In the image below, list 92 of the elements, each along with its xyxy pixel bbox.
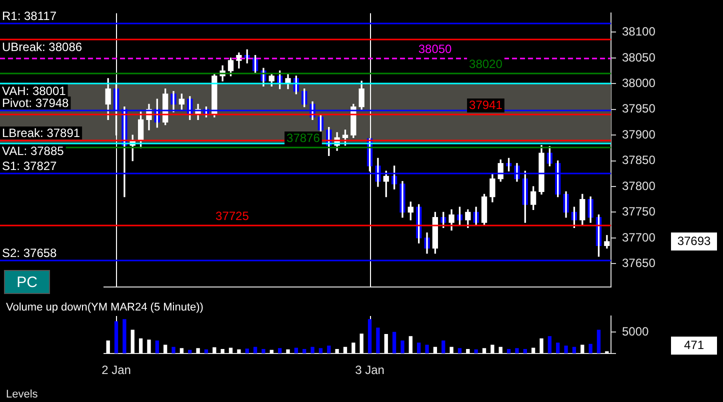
bar [220,349,224,354]
bar [122,319,126,354]
bar [490,344,494,354]
bar [556,342,560,354]
ref-line-label: S1: 37827 [2,158,58,173]
text: Levels [6,388,38,401]
chart-title: Volume up down(YM MAR24 (5 Minute)) [6,302,204,314]
bar [564,346,568,354]
bar [458,348,462,354]
bar [352,342,356,354]
bar [384,334,388,354]
ref-line-label: 38020 [469,56,503,71]
bar [596,330,601,354]
y-tick-label: 37850 [622,153,656,168]
x-tick-label: 3 Jan [355,363,384,378]
bar [155,340,159,354]
bar [253,346,258,354]
bar [498,346,502,354]
bar [228,348,233,354]
bar [400,340,404,354]
text: PC [4,270,50,294]
bar [278,348,282,354]
bar [138,338,143,354]
ref-line-label: UBreak: 38086 [2,40,82,54]
y-tick-label: 37800 [622,178,656,193]
text: 471 [684,338,704,352]
y-tick-label: 37900 [622,127,656,142]
bar [318,348,323,354]
bar [540,338,544,354]
ref-line-label: R1: 38117 [2,8,57,23]
y-tick-label: 38000 [622,76,656,90]
bar [204,349,208,354]
y-tick-label: 38100 [622,24,656,39]
bar [548,336,552,354]
bar [450,346,454,354]
y-tick-label: 38050 [622,50,656,64]
bar [580,344,584,354]
ref-line-label: 37725 [216,208,250,223]
bar [433,346,438,354]
bar [262,349,266,354]
ref-line-label: 37876 [286,130,320,145]
ref-line-label: Pivot: 37948 [2,96,70,110]
bar [376,328,380,354]
bar [442,340,446,354]
bar [164,344,168,354]
bar [523,349,527,354]
bar [302,349,306,354]
bar [368,319,372,354]
bar [237,349,241,354]
bar [482,348,486,354]
bar [180,348,184,354]
ref-line-label: LBreak: 37891 [2,126,80,140]
ref-line-label: VAH: 38001 [2,84,66,98]
bar [408,336,412,354]
ref-line-label: VAL: 37885 [2,144,64,158]
bar [515,348,519,354]
x-tick-label: 2 Jan [102,363,131,378]
bar [147,340,151,354]
text: 37693 [677,234,712,248]
bar [114,321,118,354]
bar [343,346,348,354]
y-tick-label: 5000 [622,324,650,339]
y-tick-label: 37700 [622,230,656,244]
bar [286,349,290,354]
bar [506,349,511,354]
bar [327,346,331,354]
bar [130,330,134,354]
bar [212,347,216,354]
y-tick-label: 37650 [622,256,656,270]
y-tick-label: 37950 [622,102,656,116]
bar [294,348,298,354]
bar [425,344,429,354]
bar [245,348,249,354]
ref-line-label: 38050 [418,42,452,56]
bar [106,340,110,354]
bar [270,350,274,354]
bar [392,332,396,354]
bar [417,342,421,354]
bar [335,349,339,354]
bar [572,346,576,354]
y-tick-label: 37750 [622,204,656,219]
bar [196,348,200,354]
bar [188,350,192,354]
bar [531,348,536,354]
bar [310,346,314,354]
ref-line-label: S2: 37658 [2,246,58,260]
bar [474,349,478,354]
bar [588,344,592,354]
bar [172,346,176,354]
ref-line-label: 37941 [469,98,503,112]
bar [360,334,364,354]
bar [466,349,470,354]
